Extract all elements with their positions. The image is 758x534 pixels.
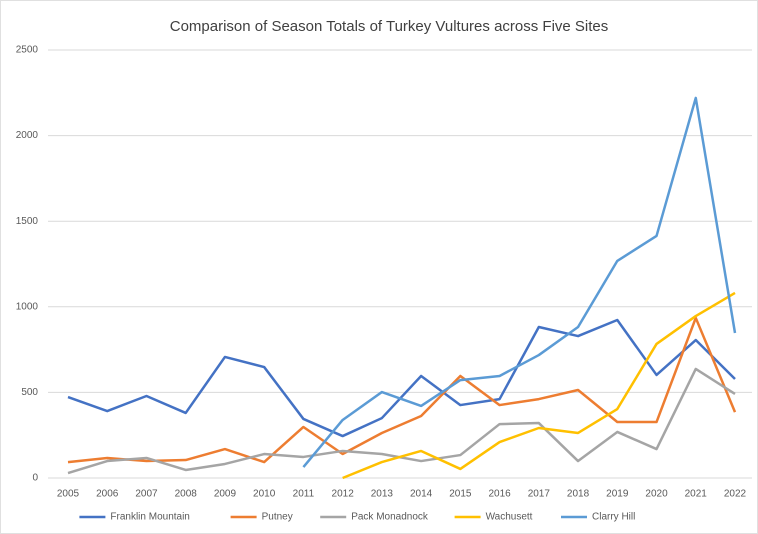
y-tick-label: 1000: [16, 301, 39, 312]
x-tick-label: 2011: [293, 489, 315, 500]
y-tick-label: 1500: [16, 216, 39, 227]
legend-label: Clarry Hill: [592, 512, 635, 523]
y-tick-label: 2500: [16, 45, 39, 56]
x-tick-label: 2006: [96, 489, 119, 500]
legend-label: Franklin Mountain: [110, 512, 189, 523]
x-tick-label: 2016: [488, 489, 511, 500]
series-line: [67, 316, 737, 464]
series-line: [342, 291, 736, 480]
legend-label: Pack Monadnock: [351, 512, 429, 523]
chart-title: Comparison of Season Totals of Turkey Vu…: [170, 18, 609, 35]
x-tick-label: 2009: [214, 489, 237, 500]
y-tick-label: 2000: [16, 130, 39, 141]
x-tick-label: 2014: [410, 489, 433, 500]
x-tick-label: 2015: [449, 489, 472, 500]
x-tick-label: 2005: [57, 489, 80, 500]
x-tick-label: 2021: [685, 489, 708, 500]
x-tick-label: 2008: [175, 489, 198, 500]
x-tick-label: 2007: [135, 489, 158, 500]
x-tick-label: 2012: [332, 489, 355, 500]
x-tick-label: 2022: [724, 489, 747, 500]
x-tick-label: 2017: [528, 489, 551, 500]
y-tick-label: 0: [32, 473, 38, 484]
legend-label: Wachusett: [486, 512, 533, 523]
legend-label: Putney: [262, 512, 293, 523]
series-line: [67, 318, 736, 438]
x-tick-label: 2010: [253, 489, 276, 500]
series-line: [302, 96, 737, 468]
x-tick-label: 2013: [371, 489, 394, 500]
x-tick-label: 2020: [645, 489, 668, 500]
x-tick-label: 2018: [567, 489, 590, 500]
y-tick-label: 500: [21, 387, 38, 398]
x-tick-label: 2019: [606, 489, 629, 500]
